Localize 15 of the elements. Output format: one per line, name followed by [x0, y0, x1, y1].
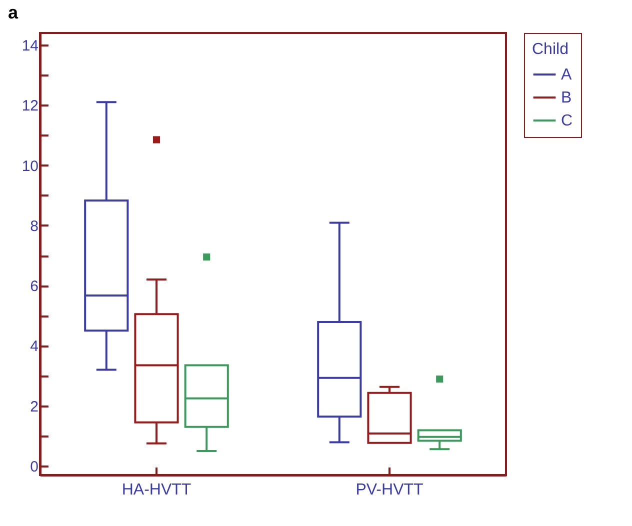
chart-title: a	[8, 2, 19, 22]
y-tick-label: 2	[30, 398, 38, 416]
legend-label: C	[561, 112, 573, 130]
y-tick-label: 10	[22, 158, 38, 175]
x-tick-label: PV-HVTT	[356, 482, 424, 498]
y-tick-label: 8	[30, 218, 38, 235]
y-tick-label: 4	[30, 338, 38, 356]
y-tick-label: 6	[30, 278, 38, 296]
legend-label: B	[561, 90, 572, 106]
legend-title: Child	[532, 41, 568, 58]
y-tick-label: 0	[30, 458, 38, 476]
legend-label: A	[561, 66, 572, 84]
y-tick-label: 12	[22, 98, 38, 115]
y-tick-label: 14	[22, 38, 38, 55]
x-tick-label: HA-HVTT	[122, 482, 192, 498]
